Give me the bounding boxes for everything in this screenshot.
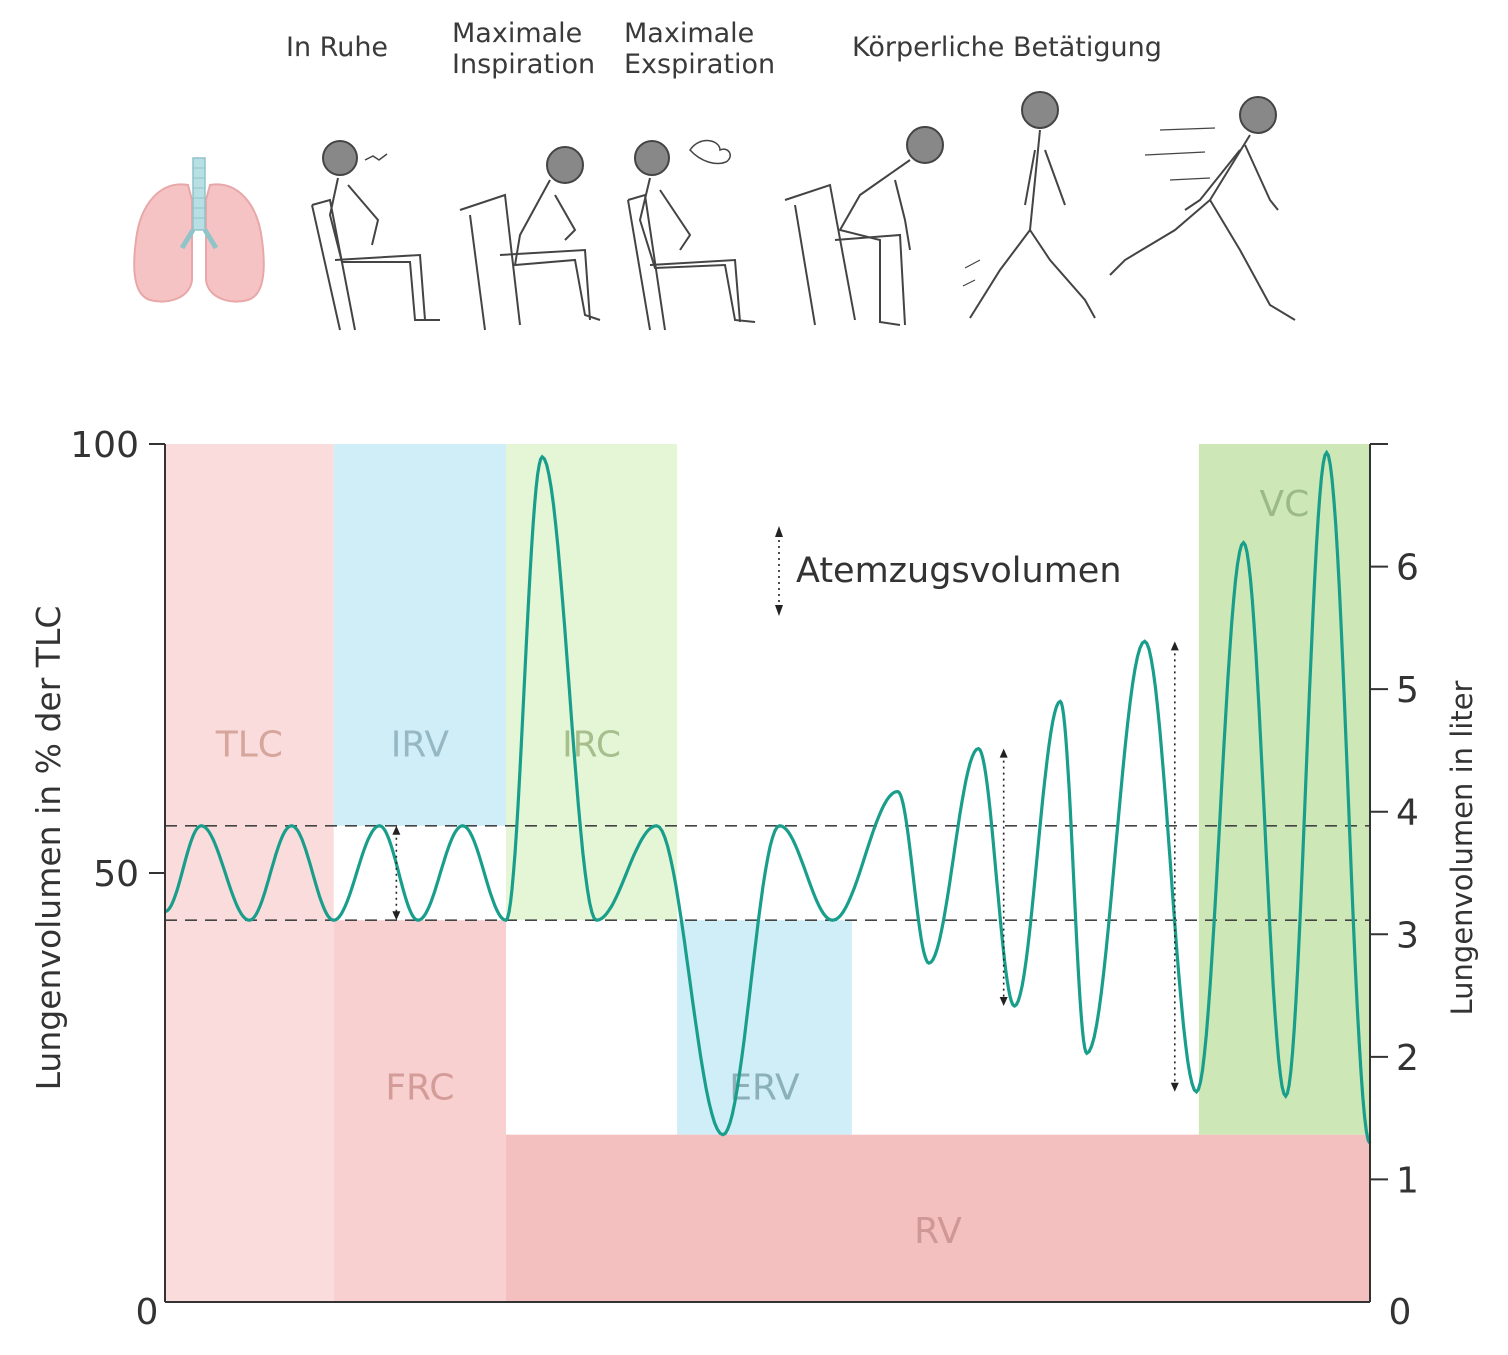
right-tick-label-6: 6 (1396, 548, 1419, 589)
region-vc (1198, 444, 1370, 1135)
region-irv (333, 444, 507, 826)
right-tick-label-3: 3 (1396, 915, 1419, 956)
tidal-volume-marker-1 (999, 748, 1008, 1006)
right-tick-label-1: 1 (1396, 1160, 1419, 1201)
phase-label-max-expiration: Maximale Exspiration (624, 18, 776, 80)
standing-up-person-icon (784, 126, 944, 326)
left-tick-label-0: 0 (136, 1292, 159, 1333)
region-rv (506, 1134, 1370, 1302)
exhaling-person-icon (627, 139, 756, 331)
phase-label-max-inspiration: Maximale Inspiration (452, 18, 596, 80)
region-irc (506, 444, 678, 921)
region-label-frc: FRC (385, 1068, 454, 1109)
lungs-icon (133, 157, 265, 303)
region-label-irv: IRV (391, 724, 450, 765)
right-tick-label-2: 2 (1396, 1038, 1419, 1079)
walking-person-icon (962, 91, 1096, 319)
region-frc (333, 920, 507, 1302)
region-label-tlc: TLC (215, 724, 283, 765)
illustration-strip (133, 91, 1296, 331)
sitting-person-icon (311, 140, 440, 331)
tidal-volume-marker-0 (392, 825, 401, 921)
inhaling-person-icon (459, 146, 601, 331)
running-person-icon (1109, 96, 1296, 321)
region-label-vc: VC (1260, 484, 1310, 525)
y-axis-label-right: Lungenvolumen in liter (1445, 680, 1479, 1015)
left-tick-label-50: 50 (93, 854, 139, 895)
region-label-erv: ERV (729, 1068, 800, 1109)
phase-label-rest: In Ruhe (286, 32, 389, 63)
region-label-rv: RV (914, 1211, 962, 1252)
y-axis-label-left: Lungenvolumen in % der TLC (29, 606, 68, 1091)
left-tick-label-100: 100 (70, 425, 139, 466)
region-erv (677, 920, 852, 1135)
right-tick-label-0: 0 (1389, 1292, 1412, 1333)
region-tlc (165, 444, 334, 1302)
tidal-volume-marker-2 (1170, 641, 1179, 1092)
breathing-curve (164, 449, 1372, 1145)
legend-tidal-volume-label: Atemzugsvolumen (796, 551, 1122, 591)
right-tick-label-4: 4 (1396, 793, 1419, 834)
phase-label-exercise: Körperliche Betätigung (852, 32, 1162, 63)
right-tick-label-5: 5 (1396, 670, 1419, 711)
legend-tidal-volume: Atemzugsvolumen (775, 526, 1122, 616)
